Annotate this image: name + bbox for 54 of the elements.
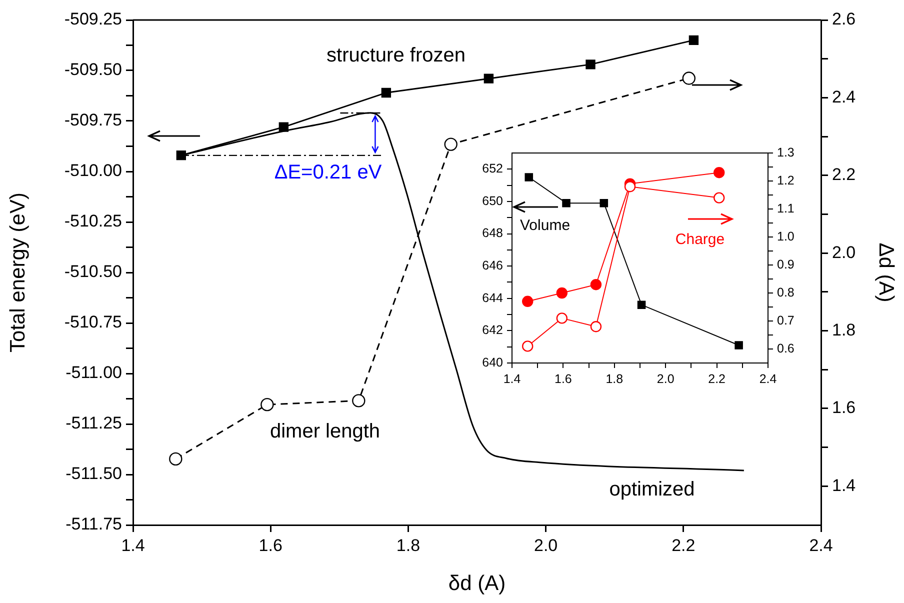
x-tick-label: 1.4	[121, 536, 145, 555]
x-axis-title: δd (A)	[448, 572, 506, 596]
y-tick-label: 652	[482, 162, 504, 176]
x-tick-label: 1.4	[503, 372, 521, 386]
y2-tick-label: 1.1	[777, 201, 794, 216]
legend-label: Volume	[520, 217, 570, 234]
x-tick-label: 2.0	[656, 372, 674, 386]
x-tick-label: 2.2	[672, 536, 696, 555]
x-tick-label: 2.4	[809, 536, 833, 555]
series-label: dimer length	[270, 420, 380, 443]
y-tick-label: -510.00	[64, 161, 122, 180]
y2-tick-label: 0.8	[777, 285, 794, 300]
y2-tick-label: 0.7	[777, 313, 794, 328]
y2-tick-label: 1.2	[777, 173, 794, 188]
y-axis-title: Total energy (eV)	[6, 192, 30, 352]
x-tick-label: 1.8	[606, 372, 624, 386]
y2-tick-label: 2.6	[832, 10, 856, 29]
y-tick-label: -509.50	[64, 60, 122, 80]
y2-tick-label: 0.9	[777, 257, 794, 272]
y-tick-label: -510.25	[64, 212, 122, 231]
y-tick-label: 644	[482, 290, 504, 305]
y-tick-label: -511.75	[66, 514, 122, 534]
y2-tick-label: 1.3	[777, 145, 794, 160]
y2-tick-label: 2.2	[832, 165, 856, 184]
y-tick-label: -510.75	[64, 312, 122, 332]
y2-axis-title: Δd (A)	[874, 242, 898, 302]
y-tick-label: -511.50	[66, 464, 122, 484]
y-tick-label: 640	[482, 355, 504, 370]
y-tick-label: 642	[482, 323, 504, 338]
y2-tick-label: 0.6	[777, 341, 794, 356]
x-tick-label: 1.6	[554, 372, 572, 386]
y2-tick-label: 1.0	[777, 229, 794, 244]
y2-tick-label: 1.6	[832, 398, 856, 418]
y-tick-label: 648	[482, 226, 504, 240]
legend-label: Charge	[675, 231, 725, 248]
y-tick-label: -511.25	[66, 414, 122, 433]
y-tick-label: -509.75	[64, 110, 122, 130]
y-tick-label: 650	[482, 194, 504, 208]
x-tick-label: 2.0	[534, 536, 558, 555]
series-label: optimized	[609, 478, 695, 501]
x-tick-label: 1.8	[396, 536, 420, 555]
y2-tick-label: 1.4	[832, 476, 856, 495]
annotation: ΔE=0.21 eV	[274, 162, 382, 184]
x-tick-label: 2.4	[759, 372, 777, 386]
y-tick-label: -509.25	[64, 10, 122, 29]
y-tick-label: -511.00	[66, 363, 122, 382]
series-label: structure frozen	[326, 44, 466, 67]
y2-tick-label: 1.8	[832, 320, 856, 340]
y-tick-label: 646	[482, 258, 504, 273]
x-tick-label: 1.6	[258, 536, 282, 555]
x-tick-label: 2.2	[708, 372, 726, 386]
y2-tick-label: 2.4	[832, 87, 856, 106]
y2-tick-label: 2.0	[832, 242, 856, 262]
y-tick-label: -510.50	[64, 262, 122, 282]
